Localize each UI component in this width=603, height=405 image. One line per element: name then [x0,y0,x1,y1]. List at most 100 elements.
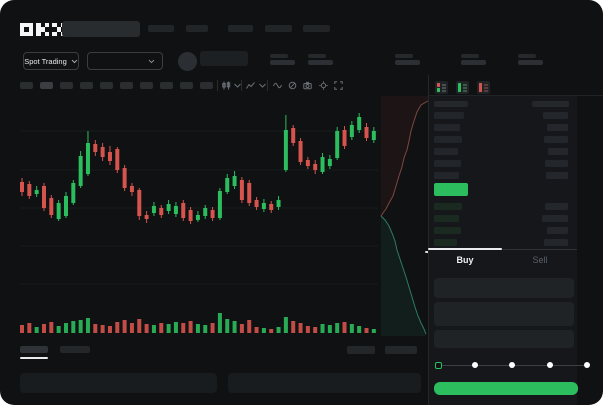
candle-body [166,204,171,211]
candle-chart-icon[interactable] [222,81,231,90]
ask-price-placeholder[interactable] [434,160,461,167]
timeframe-button[interactable] [80,82,93,89]
tab-buy[interactable]: Buy [456,255,474,265]
bid-price-placeholder[interactable] [434,239,457,246]
orders-table-placeholder [228,373,421,393]
volume-bar [151,325,156,333]
chevron-down-icon[interactable] [258,81,267,90]
depth-bid-line [380,215,427,335]
timeframe-button[interactable] [200,82,213,89]
slider-dot[interactable] [547,362,553,368]
timeframe-button[interactable] [140,82,153,89]
icon-line [463,87,467,89]
fullscreen-icon[interactable] [334,81,343,90]
nav-item[interactable] [265,25,292,32]
candle-body [291,128,296,143]
timeframe-button[interactable] [180,82,193,89]
candle-body [49,198,54,215]
volume-bar [71,321,76,333]
timeframe-button[interactable] [20,82,33,89]
ask-price-placeholder[interactable] [434,124,460,131]
toolbar-separator [217,80,218,91]
candle-body [247,183,252,203]
okx-logo-pixel [36,27,41,32]
nav-item[interactable] [148,25,174,32]
icon-line [442,84,446,86]
order-input-placeholder[interactable] [434,278,574,298]
order-input-placeholder[interactable] [434,302,574,326]
nav-item[interactable] [186,25,208,32]
ask-price-placeholder[interactable] [434,148,458,155]
ask-price-placeholder[interactable] [434,172,459,179]
orders-tab[interactable] [60,346,90,353]
candle-body [335,131,340,158]
okx-logo[interactable] [20,23,66,37]
nav-item[interactable] [303,25,330,32]
nav-item[interactable] [228,25,253,32]
icon-bar [479,83,482,92]
volume-bar [107,326,112,333]
panel-divider [428,75,429,405]
orderbook-divider [429,95,603,96]
market-type-dropdown[interactable]: Spot Trading [23,52,79,70]
camera-icon[interactable] [303,81,312,90]
stat-value-placeholder [270,60,295,65]
timeframe-button[interactable] [60,82,73,89]
book-bids-icon[interactable] [456,81,469,94]
volume-bar [232,321,237,333]
timeframe-button[interactable] [120,82,133,89]
stat-label-placeholder [270,54,288,58]
bid-price-placeholder[interactable] [434,227,461,234]
timeframe-button[interactable] [160,82,173,89]
toolbar-separator [241,80,242,91]
stat-value-placeholder [518,60,543,65]
volume-bar [129,323,134,333]
orders-toolbar-button[interactable] [385,346,417,354]
candle-body [261,203,266,209]
pair-name-placeholder [200,51,248,66]
timeframe-button[interactable] [100,82,113,89]
indicators-icon[interactable] [246,81,255,90]
bid-price-placeholder[interactable] [434,215,459,222]
book-split-icon[interactable] [435,81,448,94]
stat-value-placeholder [461,60,486,65]
buy-order-button[interactable] [434,382,578,395]
eraser-icon[interactable] [288,81,297,90]
volume-bar [320,324,325,333]
okx-logo-pixel [24,23,29,28]
ask-amount-placeholder [543,112,568,119]
pair-selector-dropdown[interactable] [87,52,163,70]
chevron-down-icon [148,59,155,64]
order-input-placeholder[interactable] [434,330,574,348]
trade-panel-background [429,96,577,405]
slider-dot[interactable] [584,362,590,368]
candle-body [78,156,83,186]
candle-body [364,127,369,138]
trendline-icon[interactable] [273,81,282,90]
stat-value-placeholder [395,60,420,65]
last-price-badge[interactable] [434,183,468,196]
settings-icon[interactable] [319,81,328,90]
volume-bar [166,324,171,333]
slider-dot[interactable] [472,362,478,368]
timeframe-button[interactable] [40,82,53,89]
volume-bar [269,329,274,333]
orders-tab-underline [20,357,48,359]
slider-handle[interactable] [434,362,442,369]
search-input[interactable] [62,21,140,37]
slider-dot[interactable] [509,362,515,368]
candle-body [210,210,215,218]
icon-bar [458,83,461,92]
chevron-down-icon[interactable] [233,81,242,90]
orders-tab[interactable] [20,346,48,353]
tab-sell[interactable]: Sell [532,255,548,265]
volume-bar [93,324,98,333]
candle-body [41,186,46,208]
ask-price-placeholder[interactable] [434,112,464,119]
ask-price-placeholder[interactable] [434,136,462,143]
orders-toolbar-button[interactable] [347,346,375,354]
book-asks-icon[interactable] [477,81,490,94]
bid-price-placeholder[interactable] [434,203,462,210]
volume-bar [210,323,215,333]
